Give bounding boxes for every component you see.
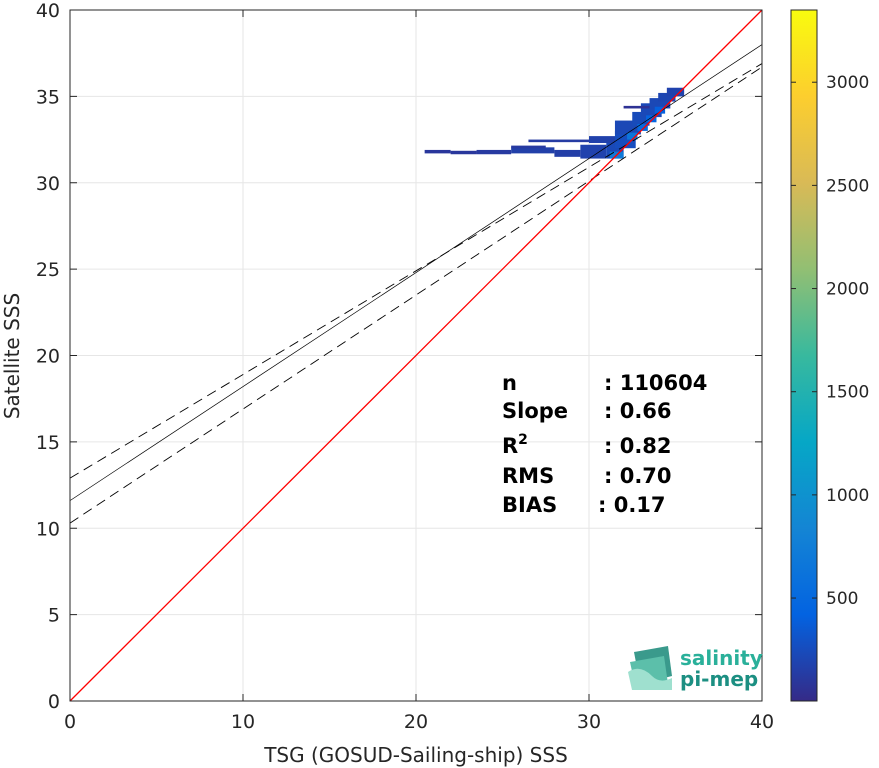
stats-box: n : 110604 Slope : 0.66 R2 : 0.82 RMS : … <box>502 371 707 517</box>
density-cell <box>623 105 650 109</box>
stat-value-slope: : 0.66 <box>604 399 672 423</box>
colorbar-tick-label: 2000 <box>826 280 869 300</box>
density-cell <box>627 132 638 140</box>
y-tick-label: 15 <box>36 432 60 454</box>
y-axis-label: Satellite SSS <box>0 293 24 419</box>
density-cell <box>511 147 555 154</box>
stat-value-n: : 110604 <box>604 371 707 395</box>
y-tick-label: 5 <box>48 605 60 627</box>
stat-label-slope: Slope <box>502 399 568 423</box>
stat-label-n: n <box>502 371 517 395</box>
y-tick-label: 20 <box>36 346 60 368</box>
density-cell <box>666 87 685 97</box>
stat-value-rms: : 0.70 <box>604 464 672 488</box>
density-cell <box>476 149 512 155</box>
x-tick-label: 30 <box>577 711 601 733</box>
y-tick-label: 0 <box>48 691 60 713</box>
salinity-pimep-logo: salinity pi-mep <box>628 646 763 691</box>
density-heatmap <box>424 87 685 159</box>
fit-bound-line <box>69 66 763 524</box>
colorbar-tick-label: 1500 <box>826 383 869 403</box>
y-axis: 0 5 10 15 20 25 30 35 40 <box>36 0 762 713</box>
density-cell <box>554 149 581 157</box>
stat-label-r2-sup: 2 <box>518 432 528 448</box>
colorbar-tick-label: 500 <box>826 589 858 609</box>
density-cell <box>649 98 671 109</box>
one-to-one-line <box>69 9 763 702</box>
stat-label-bias: BIAS <box>502 493 557 517</box>
fit-bound-line <box>69 63 763 479</box>
colorbar-tick-label: 3000 <box>826 73 869 93</box>
density-cell <box>528 139 589 143</box>
stat-value-r2: : 0.82 <box>604 434 672 458</box>
y-tick-label: 10 <box>36 518 60 540</box>
y-tick-label: 40 <box>36 0 60 22</box>
y-tick-label: 25 <box>36 259 60 281</box>
colorbar-tick-label: 2500 <box>826 176 869 196</box>
density-cell <box>424 149 451 154</box>
logo-text-line2: pi-mep <box>680 667 758 691</box>
density-cell <box>450 150 477 155</box>
y-tick-label: 30 <box>36 173 60 195</box>
fit-line <box>69 44 763 501</box>
density-cell <box>658 92 676 102</box>
logo-text-line1: salinity <box>680 646 763 670</box>
colorbar <box>790 9 818 702</box>
colorbar-tick-label: 1000 <box>826 486 869 506</box>
colorbar-ticks: 500 1000 1500 2000 2500 3000 <box>791 73 869 609</box>
stat-value-bias: : 0.17 <box>598 493 666 517</box>
x-tick-label: 20 <box>404 711 428 733</box>
x-tick-label: 10 <box>231 711 255 733</box>
density-cell <box>654 106 666 114</box>
regression-lines <box>69 9 763 702</box>
x-axis: 0 10 20 30 40 <box>64 10 774 733</box>
stat-label-r2-base: R <box>502 434 518 458</box>
logo-wave-icon <box>628 646 672 690</box>
x-axis-label: TSG (GOSUD-Sailing-ship) SSS <box>263 743 568 767</box>
density-cell <box>646 115 657 123</box>
x-tick-label: 0 <box>64 711 76 733</box>
y-tick-label: 35 <box>36 86 60 108</box>
stat-label-r2: R2 <box>502 432 528 458</box>
density-cell <box>580 144 607 159</box>
density-cell <box>637 124 648 131</box>
stat-label-rms: RMS <box>502 464 554 488</box>
density-cell <box>511 145 546 149</box>
x-tick-label: 40 <box>750 711 774 733</box>
density-cell <box>589 136 633 144</box>
